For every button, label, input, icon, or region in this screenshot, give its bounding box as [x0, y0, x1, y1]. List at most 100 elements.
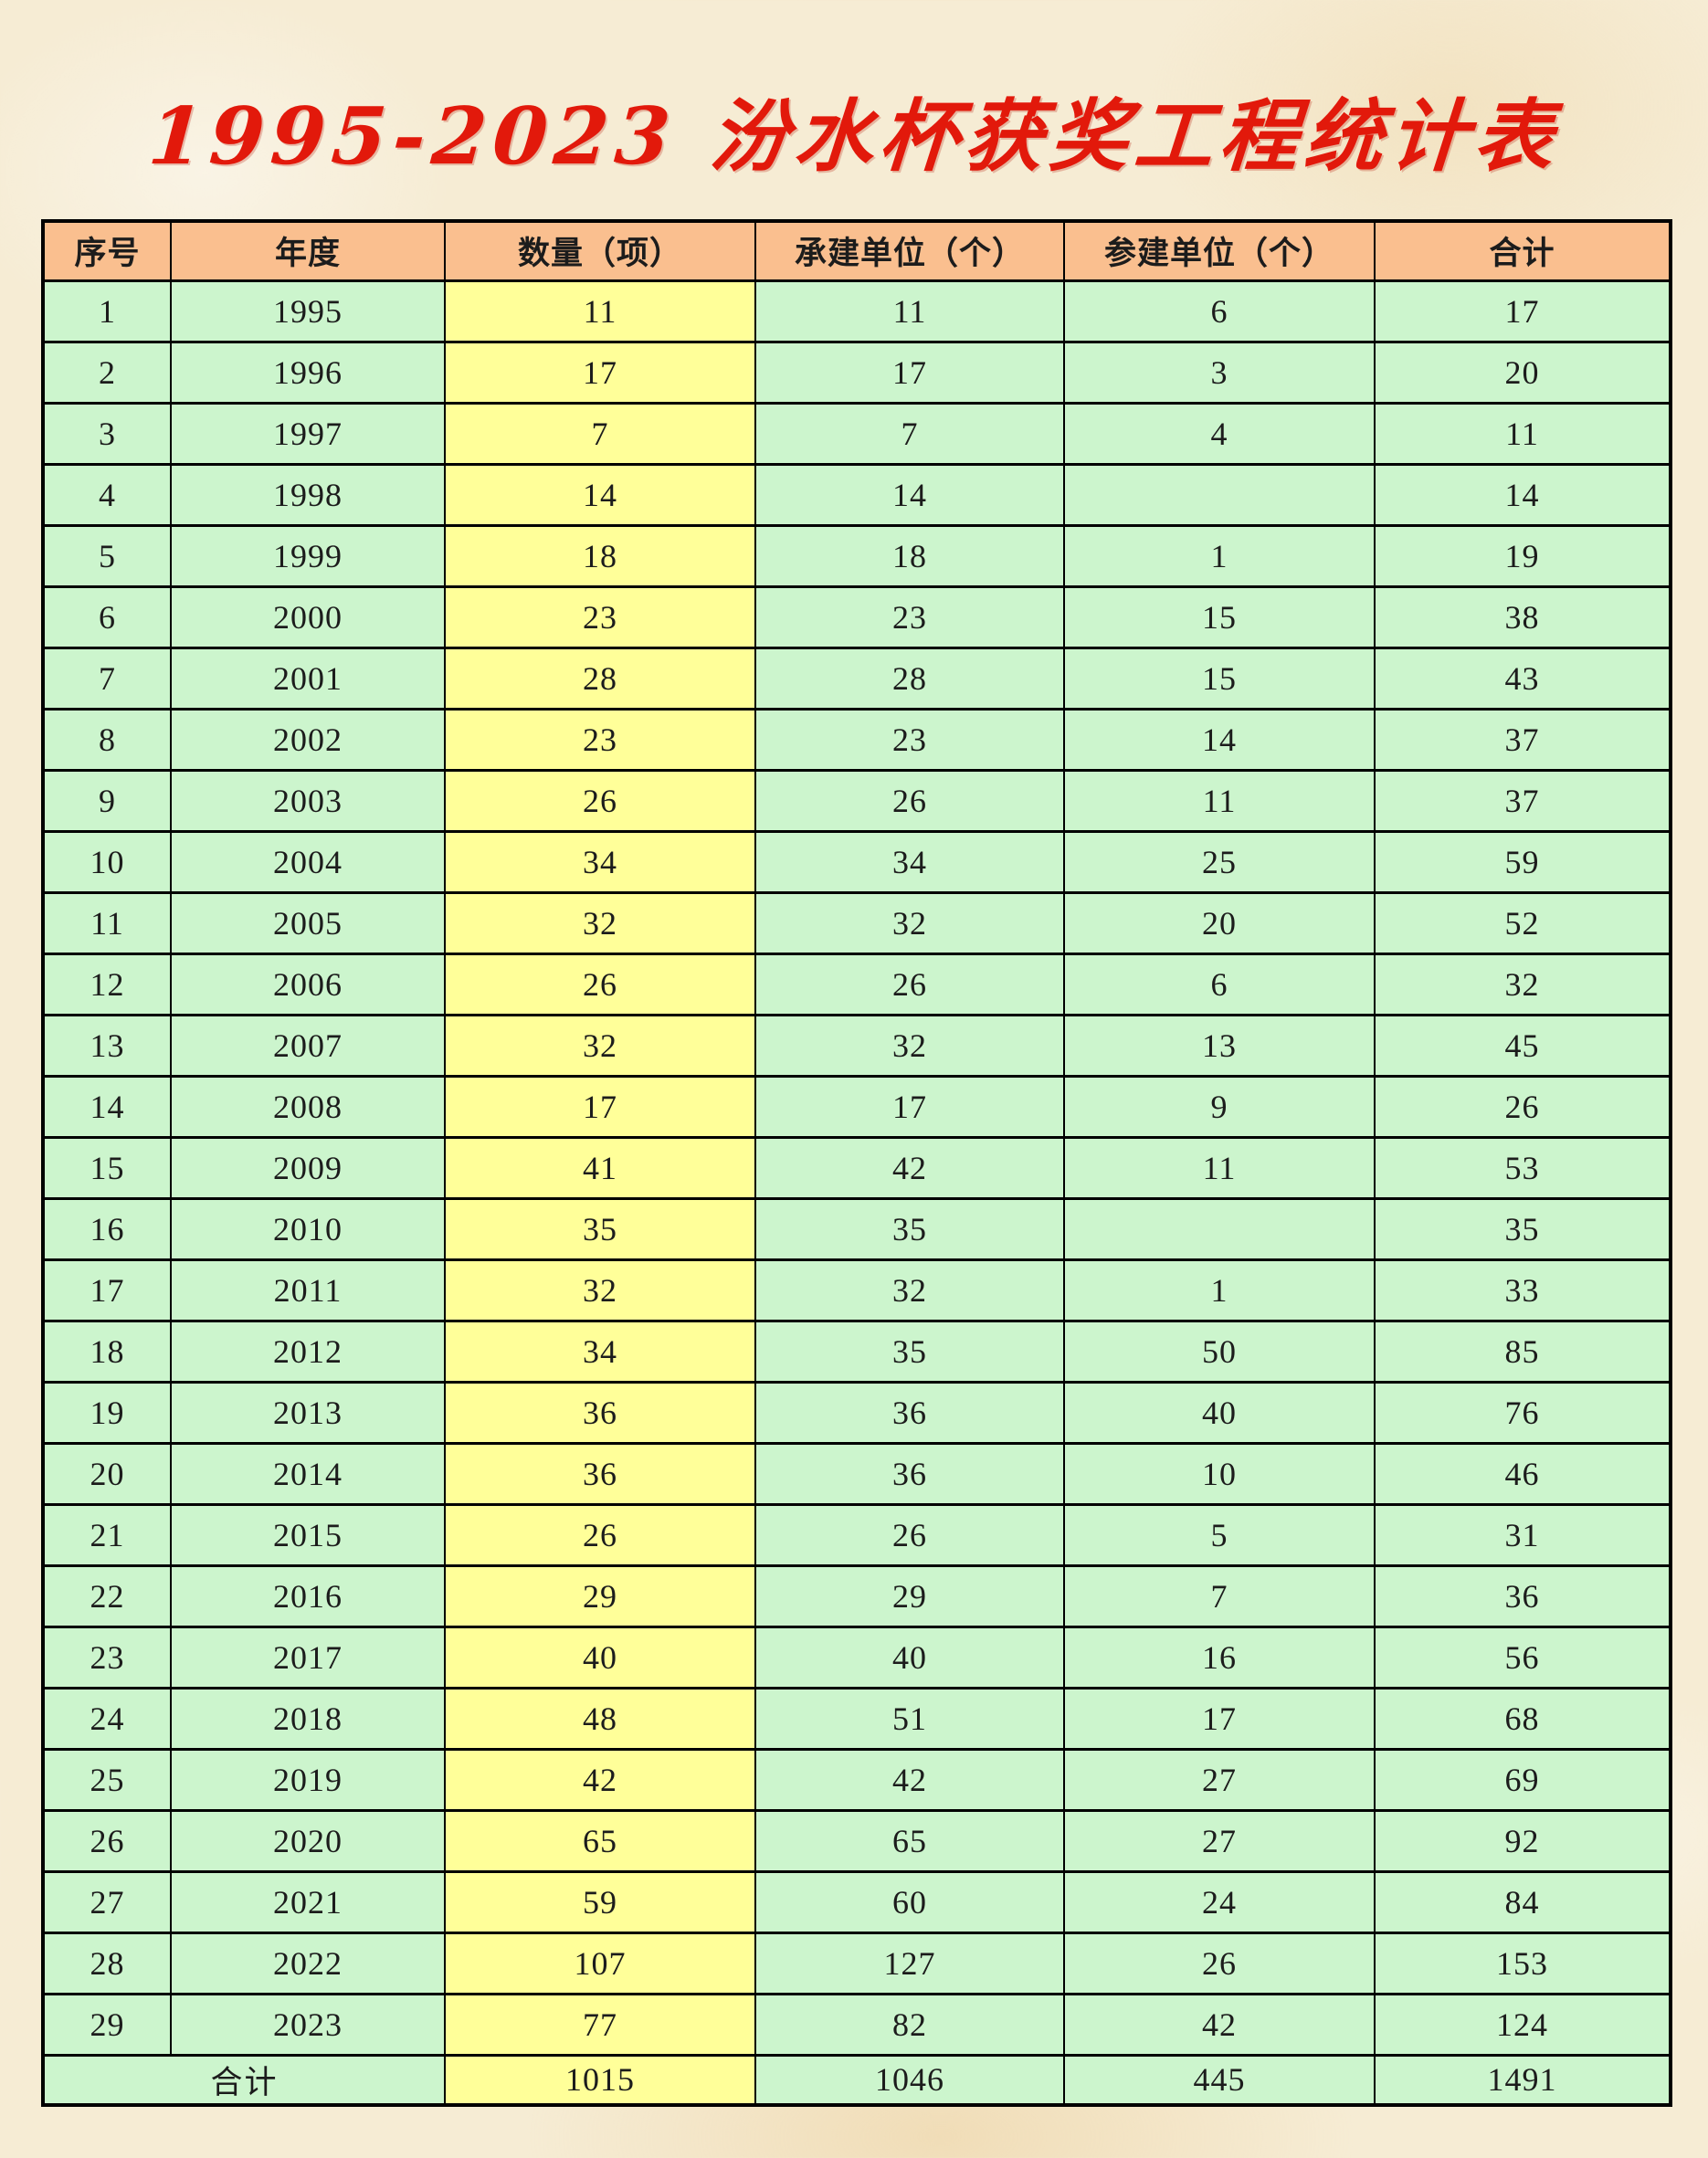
cell-contractor-units: 36	[754, 1441, 1065, 1506]
table-row: 12 2006 26 26 6 32	[42, 952, 1671, 1016]
cell-year: 2023	[170, 1992, 446, 2057]
cell-year: 2006	[170, 952, 446, 1016]
cell-total: 45	[1374, 1013, 1671, 1078]
cell-total: 69	[1374, 1747, 1671, 1812]
cell-index: 13	[42, 1013, 172, 1078]
cell-contractor-units: 36	[754, 1380, 1065, 1445]
cell-quantity: 34	[444, 829, 756, 894]
table-row: 19 2013 36 36 40 76	[42, 1380, 1671, 1445]
cell-quantity: 18	[444, 523, 756, 588]
cell-total: 36	[1374, 1563, 1671, 1628]
cell-year: 2019	[170, 1747, 446, 1812]
cell-contractor-units: 82	[754, 1992, 1065, 2057]
total-label: 合计	[42, 2053, 446, 2106]
cell-total: 59	[1374, 829, 1671, 894]
cell-year: 2002	[170, 707, 446, 772]
cell-contractor-units: 7	[754, 401, 1065, 466]
cell-total: 33	[1374, 1258, 1671, 1322]
cell-quantity: 77	[444, 1992, 756, 2057]
cell-quantity: 32	[444, 890, 756, 955]
cell-year: 2010	[170, 1196, 446, 1261]
header-total: 合计	[1374, 219, 1671, 282]
cell-participant-units: 6	[1063, 279, 1376, 343]
cell-quantity: 14	[444, 462, 756, 527]
cell-total: 20	[1374, 340, 1671, 405]
cell-total: 153	[1374, 1931, 1671, 1995]
cell-contractor-units: 26	[754, 768, 1065, 833]
cell-total: 68	[1374, 1686, 1671, 1751]
cell-contractor-units: 32	[754, 1258, 1065, 1322]
cell-quantity: 107	[444, 1931, 756, 1995]
cell-contractor-units: 26	[754, 952, 1065, 1016]
cell-contractor-units: 35	[754, 1319, 1065, 1384]
cell-year: 2011	[170, 1258, 446, 1322]
cell-quantity: 17	[444, 1074, 756, 1139]
cell-index: 28	[42, 1931, 172, 1995]
cell-contractor-units: 11	[754, 279, 1065, 343]
table-row: 4 1998 14 14 14	[42, 462, 1671, 527]
table-row: 29 2023 77 82 42 124	[42, 1992, 1671, 2057]
cell-total: 52	[1374, 890, 1671, 955]
table-row: 1 1995 11 11 6 17	[42, 279, 1671, 343]
cell-index: 3	[42, 401, 172, 466]
cell-year: 2012	[170, 1319, 446, 1384]
cell-participant-units: 17	[1063, 1686, 1376, 1751]
cell-index: 10	[42, 829, 172, 894]
cell-year: 2022	[170, 1931, 446, 1995]
cell-contractor-units: 18	[754, 523, 1065, 588]
cell-contractor-units: 60	[754, 1869, 1065, 1934]
cell-index: 18	[42, 1319, 172, 1384]
cell-year: 2003	[170, 768, 446, 833]
cell-index: 27	[42, 1869, 172, 1934]
cell-year: 2020	[170, 1808, 446, 1873]
cell-contractor-units: 35	[754, 1196, 1065, 1261]
cell-index: 12	[42, 952, 172, 1016]
cell-index: 26	[42, 1808, 172, 1873]
table-row: 28 2022 107 127 26 153	[42, 1931, 1671, 1995]
cell-index: 22	[42, 1563, 172, 1628]
cell-year: 1998	[170, 462, 446, 527]
cell-total: 14	[1374, 462, 1671, 527]
table-row: 27 2021 59 60 24 84	[42, 1869, 1671, 1934]
cell-year: 2008	[170, 1074, 446, 1139]
stats-table: 序号 年度 数量（项） 承建单位（个） 参建单位（个） 合计 1 1995 11 11…	[41, 219, 1672, 2107]
table-row: 14 2008 17 17 9 26	[42, 1074, 1671, 1139]
table-row: 25 2019 42 42 27 69	[42, 1747, 1671, 1812]
table-row: 10 2004 34 34 25 59	[42, 829, 1671, 894]
cell-quantity: 48	[444, 1686, 756, 1751]
table-row: 17 2011 32 32 1 33	[42, 1258, 1671, 1322]
table-row: 7 2001 28 28 15 43	[42, 646, 1671, 711]
cell-quantity: 26	[444, 952, 756, 1016]
cell-participant-units: 42	[1063, 1992, 1376, 2057]
cell-participant-units: 13	[1063, 1013, 1376, 1078]
cell-total: 26	[1374, 1074, 1671, 1139]
cell-participant-units: 11	[1063, 768, 1376, 833]
cell-participant-units: 10	[1063, 1441, 1376, 1506]
cell-index: 25	[42, 1747, 172, 1812]
cell-quantity: 65	[444, 1808, 756, 1873]
cell-year: 2009	[170, 1135, 446, 1200]
cell-participant-units: 3	[1063, 340, 1376, 405]
cell-participant-units: 4	[1063, 401, 1376, 466]
cell-contractor-units: 28	[754, 646, 1065, 711]
cell-year: 2016	[170, 1563, 446, 1628]
cell-index: 7	[42, 646, 172, 711]
cell-index: 15	[42, 1135, 172, 1200]
cell-total: 37	[1374, 768, 1671, 833]
cell-index: 21	[42, 1502, 172, 1567]
cell-participant-units: 6	[1063, 952, 1376, 1016]
cell-index: 19	[42, 1380, 172, 1445]
cell-contractor-units: 32	[754, 1013, 1065, 1078]
cell-contractor-units: 51	[754, 1686, 1065, 1751]
table-row: 24 2018 48 51 17 68	[42, 1686, 1671, 1751]
cell-index: 17	[42, 1258, 172, 1322]
table-row: 26 2020 65 65 27 92	[42, 1808, 1671, 1873]
cell-total: 31	[1374, 1502, 1671, 1567]
cell-contractor-units: 26	[754, 1502, 1065, 1567]
cell-contractor-units: 42	[754, 1135, 1065, 1200]
cell-participant-units: 14	[1063, 707, 1376, 772]
cell-contractor-units: 127	[754, 1931, 1065, 1995]
cell-quantity: 35	[444, 1196, 756, 1261]
table-row: 18 2012 34 35 50 85	[42, 1319, 1671, 1384]
cell-index: 5	[42, 523, 172, 588]
